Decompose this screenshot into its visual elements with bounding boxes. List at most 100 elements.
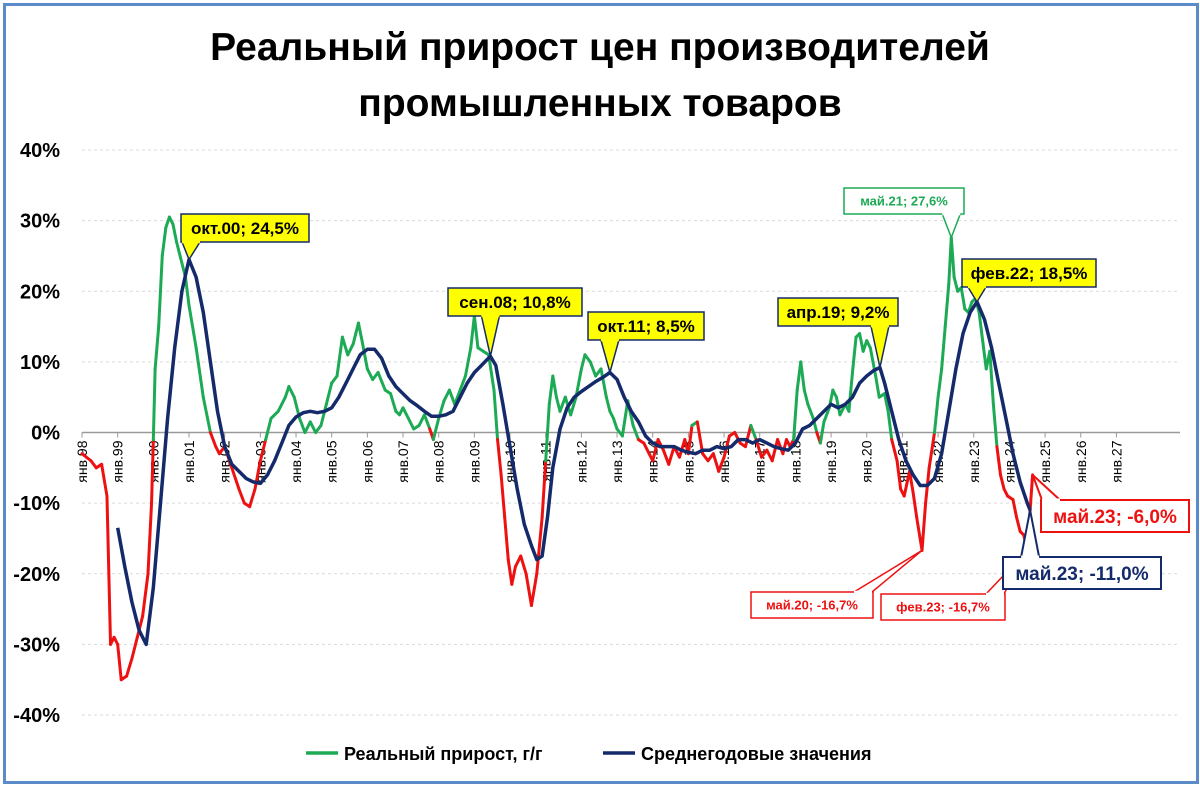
callout-box — [777, 297, 899, 327]
series-real-segment — [194, 346, 205, 399]
series-real-segment — [365, 367, 375, 382]
series-real-segment — [356, 321, 364, 343]
series-real-segment — [519, 554, 528, 576]
series-real-segment — [995, 445, 1003, 477]
callout: апр.19; 9,2% — [777, 297, 899, 368]
series-real-segment — [651, 438, 660, 463]
series-real-segment — [100, 462, 109, 498]
callout: сен.08; 10,8% — [447, 287, 583, 357]
series-real-segment — [981, 339, 988, 371]
series-annual-average — [115, 257, 1032, 647]
series-real-segment — [874, 374, 881, 399]
callout-pointer — [966, 286, 988, 304]
series-real-segment — [237, 487, 246, 505]
y-tick-label: 0% — [31, 423, 60, 445]
series-real-segment — [988, 349, 995, 406]
callout-label: май.23; -11,0% — [1015, 564, 1148, 585]
series-real-segment — [908, 469, 915, 495]
callout-box — [1002, 556, 1162, 590]
series-real-segment — [130, 635, 139, 660]
callout-box — [880, 593, 1006, 621]
y-tick-label: 20% — [20, 281, 60, 303]
series-real-segment — [959, 286, 967, 311]
series-real-segment — [253, 459, 262, 491]
series-real-segment — [105, 494, 113, 646]
series-real-segment — [966, 300, 974, 314]
series-real-segment — [175, 240, 182, 258]
series-real-segment — [406, 416, 416, 431]
series-real-segment — [822, 406, 831, 424]
series-real-segment — [264, 416, 273, 442]
series-real-segment — [287, 385, 296, 399]
series-real-segment — [949, 236, 956, 279]
series-real-segment — [799, 360, 806, 392]
callout: окт.11; 8,5% — [587, 311, 705, 376]
x-tick-label: янв.26 — [1073, 440, 1089, 482]
callout-label: окт.11; 8,5% — [597, 317, 695, 336]
series-real-segment — [187, 303, 198, 350]
y-axis: 40% 30% 20% 10% 0% -10% -20% -30% -40% — [13, 140, 60, 727]
series-real-segment — [890, 438, 899, 463]
series-real-segment — [453, 388, 462, 406]
x-tick-label: янв.04 — [288, 440, 304, 482]
callout-label: май.23; -6,0% — [1053, 507, 1177, 528]
x-tick-label: янв.27 — [1108, 440, 1124, 482]
x-tick-label: янв.08 — [431, 440, 447, 482]
series-real-segment — [269, 409, 280, 420]
series-real-segment — [116, 642, 123, 682]
series-real-segment — [535, 515, 544, 576]
callout-pointer — [180, 241, 202, 262]
series-real-segment — [1028, 473, 1035, 512]
callout-pointer — [941, 213, 962, 240]
x-tick-label: янв.20 — [859, 440, 875, 482]
callout-label: фев.22; 18,5% — [971, 264, 1088, 283]
series-real-segment — [558, 395, 567, 413]
series-real-segment — [303, 420, 312, 434]
series-real-segment — [886, 409, 894, 442]
series-real-segment — [927, 431, 937, 470]
series-average-line — [115, 257, 1032, 647]
title-line-2: промышленных товаров — [358, 82, 842, 125]
callout-box — [961, 258, 1097, 288]
series-real-segment — [818, 420, 826, 445]
x-tick-label: янв.09 — [466, 440, 482, 482]
series-real-segment — [125, 657, 134, 678]
series-real-segment — [463, 346, 473, 378]
series-real-segment — [376, 370, 387, 392]
series-real-segment — [952, 275, 960, 293]
y-tick-label: -10% — [13, 493, 60, 515]
legend-label-real: Реальный прирост, г/г — [344, 744, 543, 764]
series-real-segment — [770, 438, 780, 463]
y-tick-label: -30% — [13, 634, 60, 656]
series-real-segment — [171, 222, 179, 244]
series-real-segment — [611, 416, 619, 431]
x-tick-label: янв.18 — [787, 440, 803, 482]
series-real-segment — [248, 487, 257, 509]
series-real-segment — [695, 420, 705, 456]
series-real-segment — [599, 367, 608, 399]
series-real-segment — [431, 416, 441, 442]
series-real-segment — [458, 374, 467, 392]
series-real-segment — [183, 275, 191, 307]
series-real-segment — [529, 572, 539, 608]
series-real-segment — [792, 388, 799, 442]
series-real-segment — [157, 254, 164, 329]
series-real-segment — [850, 335, 858, 374]
series-real-segment — [80, 452, 93, 463]
y-tick-label: -40% — [13, 705, 60, 727]
series-real-segment — [510, 565, 517, 586]
series-real-segment — [141, 572, 150, 618]
series-real-segment — [335, 335, 344, 378]
callout-label: май.21; 27,6% — [860, 194, 948, 209]
series-real-segment — [487, 353, 496, 392]
x-tick-label: янв.07 — [395, 440, 411, 482]
series-real-segment — [686, 423, 694, 456]
series-real-growth — [80, 215, 1035, 682]
series-real-segment — [749, 423, 758, 442]
y-tick-label: 30% — [20, 211, 60, 233]
series-real-segment — [496, 438, 503, 477]
series-real-segment — [999, 473, 1006, 491]
series-real-segment — [717, 455, 726, 473]
y-tick-label: 40% — [20, 140, 60, 162]
